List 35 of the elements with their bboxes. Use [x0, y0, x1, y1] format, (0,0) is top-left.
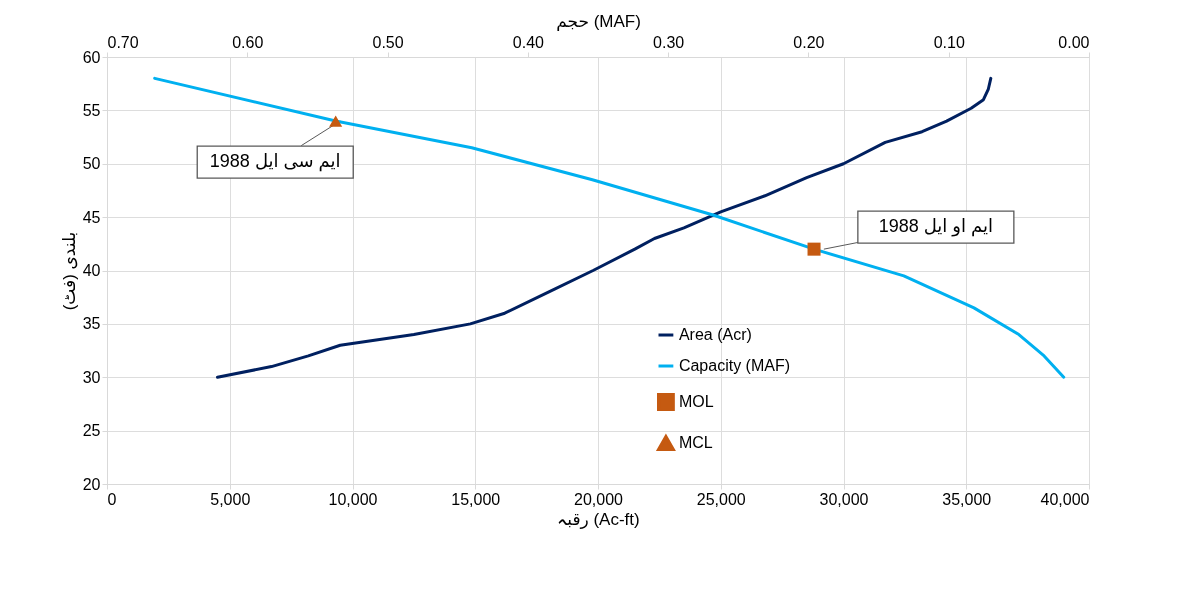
y-axis-title: بلندی (فٹ): [59, 231, 79, 311]
y-tick-label: 60: [82, 48, 101, 66]
x2-tick-label: 0.20: [793, 33, 825, 51]
legend-label: MCL: [678, 434, 713, 452]
annotation: ایم او ایل 1988: [878, 216, 994, 238]
x-tick-label: 40,000: [1040, 490, 1090, 508]
x-tick-label: 5,000: [210, 490, 251, 508]
x-tick-label: 10,000: [328, 490, 378, 508]
y-tick-label: 35: [82, 315, 101, 333]
y-tick-label: 25: [82, 422, 101, 440]
x2-tick-label: 0.40: [512, 33, 545, 51]
x-tick-label: 30,000: [819, 490, 869, 508]
y-tick-label: 20: [82, 475, 101, 493]
x2-tick-label: 0.70: [107, 33, 139, 51]
x-tick-label: 15,000: [451, 490, 501, 508]
x2-tick-label: 0.00: [1058, 33, 1090, 51]
legend-label: Area (Acr): [678, 326, 752, 344]
x-tick-label: 20,000: [574, 490, 624, 508]
y-tick-label: 55: [82, 101, 101, 119]
x2-tick-label: 0.30: [653, 33, 685, 51]
y-tick-label: 45: [82, 208, 101, 226]
x-axis-title: رقبہ (Ac-ft): [557, 509, 640, 529]
y-tick-label: 30: [82, 368, 101, 386]
x2-tick-label: 0.10: [933, 33, 965, 51]
legend-label: Capacity (MAF): [678, 357, 791, 375]
x2-tick-label: 0.50: [372, 33, 404, 51]
y-tick-label: 40: [82, 262, 101, 279]
annotation: ایم سی ایل 1988: [209, 151, 341, 173]
x-tick-label: 35,000: [942, 490, 992, 508]
legend-label: MOL: [678, 393, 714, 411]
y-tick-label: 50: [82, 155, 101, 173]
x2-tick-label: 0.60: [232, 33, 264, 51]
x-tick-label: 25,000: [696, 490, 746, 508]
x-tick-label: 0: [107, 490, 117, 508]
x2-axis-title: حجم (MAF): [556, 11, 641, 32]
